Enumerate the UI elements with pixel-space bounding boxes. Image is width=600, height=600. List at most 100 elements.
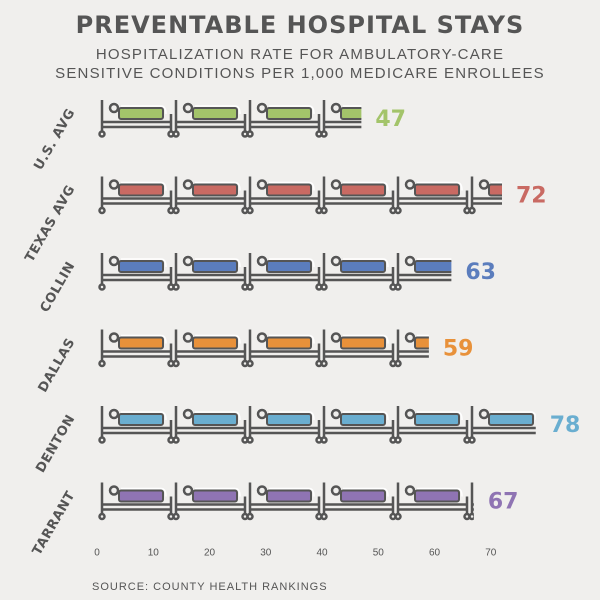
bed-blanket-edge	[195, 105, 241, 115]
bed-pillow	[404, 255, 416, 267]
bed-wheel	[246, 206, 254, 215]
bed-mattress	[118, 336, 164, 350]
bed-pillow	[108, 102, 120, 114]
bed-wheel	[98, 359, 106, 368]
bed-pillow	[182, 179, 194, 190]
bed-wheel	[98, 283, 106, 291]
bed-blanket-edge	[343, 411, 389, 421]
bed-pillow	[330, 179, 342, 190]
bed-mattress	[266, 336, 312, 350]
bed-blanket-edge	[491, 411, 536, 421]
bed-mattress	[192, 260, 238, 273]
value-label: 67	[488, 490, 519, 515]
bed-wheel	[172, 206, 180, 215]
bed-mattress	[340, 336, 386, 350]
bed-wheel	[394, 512, 402, 521]
bed-pillow	[108, 255, 120, 267]
bed-pillow	[108, 408, 120, 420]
bed-wheel	[468, 512, 474, 521]
bed-blanket-edge	[121, 411, 167, 421]
bed-wheel	[98, 512, 106, 521]
value-label: 78	[550, 413, 581, 438]
bed-pillow	[330, 332, 342, 343]
bed-wheel	[246, 283, 254, 291]
bed-wheel	[172, 283, 180, 291]
bed-blanket-edge	[269, 105, 315, 115]
bed-wheel	[394, 283, 402, 291]
bed-pillow	[256, 485, 268, 496]
bed-pillow	[478, 179, 490, 190]
bed-blanket-edge	[269, 258, 315, 268]
bed-wheel	[98, 436, 106, 444]
bed-wheel	[246, 359, 254, 368]
bed-mattress	[414, 413, 460, 426]
bar	[98, 482, 488, 521]
bed-pillow	[182, 332, 194, 343]
x-tick-label: 70	[485, 548, 497, 559]
source: SOURCE: COUNTY HEALTH RANKINGS	[92, 581, 328, 593]
bar	[98, 176, 544, 215]
bed-blanket-edge	[121, 258, 167, 268]
bed-blanket-edge	[195, 487, 241, 497]
bed-mattress	[340, 183, 386, 197]
category-label: COLLIN	[38, 259, 79, 315]
bed-wheel	[246, 130, 254, 138]
bed-pillow	[108, 485, 120, 496]
category-label: U.S. AVG	[31, 106, 78, 173]
bed-blanket-edge	[269, 334, 315, 344]
bed-mattress	[118, 107, 164, 120]
x-tick-label: 0	[94, 548, 100, 559]
bed-pillow	[478, 408, 490, 420]
category-label: TEXAS AVG	[22, 183, 78, 265]
bed-blanket-edge	[121, 334, 167, 344]
bed-wheel	[246, 512, 254, 521]
bed-mattress	[340, 107, 362, 120]
bed-pillow	[404, 332, 416, 343]
bed-blanket-edge	[343, 487, 389, 497]
bed-blanket-edge	[417, 487, 463, 497]
bed-mattress	[118, 413, 164, 426]
chart-subtitle: SENSITIVE CONDITIONS PER 1,000 MEDICARE …	[55, 65, 545, 82]
bed-mattress	[266, 183, 312, 197]
bed-wheel	[172, 436, 180, 444]
x-tick-label: 30	[260, 548, 272, 559]
bed-wheel	[320, 283, 328, 291]
bed-blanket-edge	[195, 181, 241, 191]
bed-pillow	[182, 408, 194, 420]
bed-wheel	[539, 208, 544, 213]
bed-mattress	[488, 413, 534, 426]
bed-pillow	[330, 485, 342, 496]
bed-mattress	[414, 183, 460, 197]
bed-mattress	[340, 413, 386, 426]
bed-pillow	[182, 485, 194, 496]
bed-blanket-edge	[195, 258, 241, 268]
x-tick-label: 20	[204, 548, 216, 559]
value-label: 72	[516, 184, 547, 209]
bed-wheel	[394, 206, 402, 215]
bed-blanket-edge	[195, 411, 241, 421]
bed-pillow	[256, 255, 268, 267]
bed-mattress	[414, 489, 460, 503]
bed-mattress	[266, 413, 312, 426]
bed-wheel	[320, 206, 328, 215]
bed-pillow	[480, 487, 488, 495]
value-label: 47	[375, 107, 406, 132]
bed-pillow	[330, 255, 342, 267]
bed-mattress	[118, 183, 164, 197]
bed-blanket-edge	[343, 258, 389, 268]
bed-wheel	[465, 285, 470, 290]
bed-mattress	[192, 413, 238, 426]
bed-blanket-edge	[269, 181, 315, 191]
bed-mattress	[192, 489, 238, 503]
bed-blanket-edge	[269, 487, 315, 497]
bed-blanket-edge	[121, 487, 167, 497]
bar	[98, 100, 362, 138]
bed-wheel	[172, 130, 180, 138]
bed-blanket-edge	[417, 411, 463, 421]
bed-pillow	[256, 102, 268, 114]
bed-mattress	[340, 489, 386, 503]
bed-blanket-edge	[417, 181, 463, 191]
bed-wheel	[320, 436, 328, 444]
bed-blanket-edge	[121, 105, 167, 115]
bed-wheel	[246, 436, 254, 444]
